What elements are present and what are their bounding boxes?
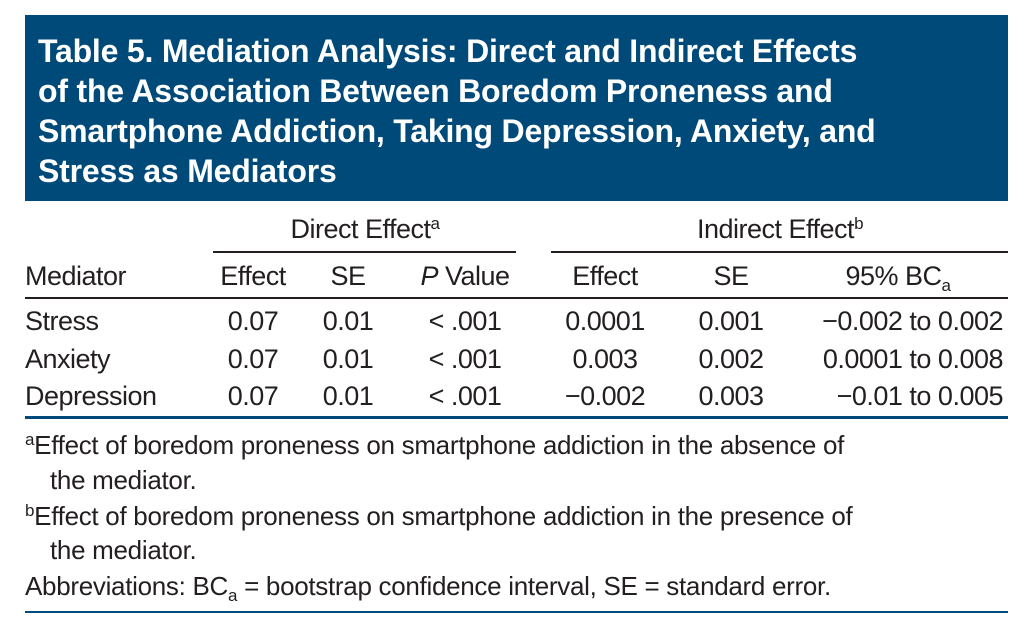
cell-effect2: 0.0001 — [565, 306, 645, 336]
footnote-a: aEffect of boredom proneness on smartpho… — [25, 430, 845, 460]
col-header-effect-direct: Effect — [220, 261, 286, 291]
cell-se1: 0.01 — [322, 306, 374, 336]
col-header-p-value: P Value — [420, 261, 510, 291]
cell-p: < .001 — [428, 306, 502, 336]
cell-se1: 0.01 — [322, 381, 374, 411]
cell-effect2: −0.002 — [564, 381, 646, 411]
cell-effect1: 0.07 — [227, 306, 279, 336]
footnote-b: bEffect of boredom proneness on smartpho… — [25, 501, 853, 531]
cell-se2: 0.003 — [698, 381, 764, 411]
title-line: Smartphone Addiction, Taking Depression,… — [38, 113, 876, 149]
title-line: of the Association Between Boredom Prone… — [38, 73, 833, 109]
title-line: Stress as Mediators — [38, 153, 337, 189]
header-rule — [25, 297, 1008, 299]
cell-ci: −0.01 to 0.005 — [836, 381, 1004, 411]
col-header-effect-indirect: Effect — [572, 261, 638, 291]
col-header-mediator: Mediator — [25, 261, 127, 291]
cell-mediator: Stress — [25, 306, 99, 336]
col-header-ci: 95% BCa — [845, 261, 951, 295]
cell-se2: 0.002 — [698, 343, 764, 374]
cell-effect2: 0.003 — [572, 343, 638, 374]
table-title: Table 5. Mediation Analysis: Direct and … — [38, 31, 1008, 191]
table-bottom-rule — [25, 416, 1008, 419]
cell-mediator: Anxiety — [25, 343, 111, 374]
group-rule-indirect — [551, 251, 1008, 253]
col-header-se-indirect: SE — [713, 261, 749, 291]
footer-rule — [25, 611, 1008, 613]
table-title-box: Table 5. Mediation Analysis: Direct and … — [25, 15, 1008, 201]
footnote-abbreviations: Abbreviations: BCa = bootstrap confidenc… — [25, 571, 831, 605]
footnote-b-cont: the mediator. — [50, 535, 197, 565]
cell-effect1: 0.07 — [227, 381, 279, 411]
cell-ci: 0.0001 to 0.008 — [822, 343, 1004, 374]
title-line: Table 5. Mediation Analysis: Direct and … — [38, 33, 858, 69]
group-header-direct: Direct Effecta — [290, 214, 440, 244]
group-header-indirect: Indirect Effectb — [696, 214, 864, 244]
cell-se2: 0.001 — [698, 306, 764, 336]
footnote-a-cont: the mediator. — [50, 465, 197, 495]
col-header-se-direct: SE — [330, 261, 366, 291]
cell-mediator: Depression — [25, 381, 157, 411]
cell-p: < .001 — [428, 381, 502, 411]
group-rule-direct — [213, 251, 516, 253]
cell-effect1: 0.07 — [227, 343, 279, 374]
cell-ci: −0.002 to 0.002 — [822, 306, 1003, 336]
cell-se1: 0.01 — [322, 343, 374, 374]
cell-p: < .001 — [428, 343, 502, 374]
